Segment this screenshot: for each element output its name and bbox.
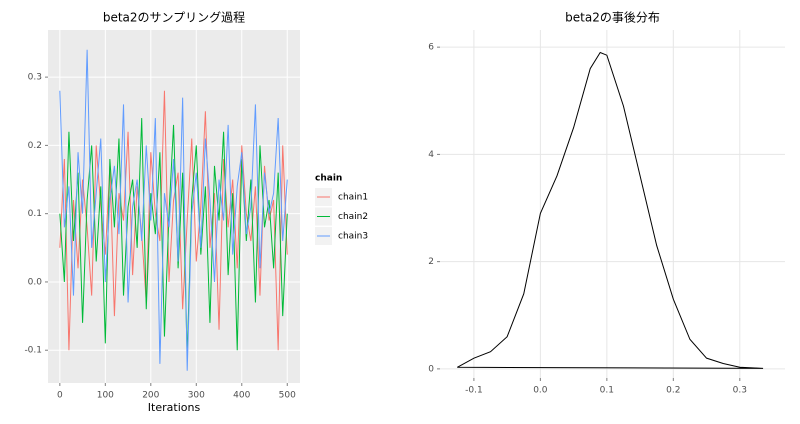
legend-label: chain3 — [338, 232, 368, 242]
x-tick-label: 200 — [142, 391, 159, 401]
trace-line — [59, 90, 288, 351]
y-tick-label: 0.0 — [28, 277, 43, 287]
chart-title: beta2のサンプリング過程 — [103, 10, 245, 25]
x-tick-label: 100 — [97, 391, 114, 401]
x-tick-label: 300 — [188, 391, 205, 401]
chart-title: beta2の事後分布 — [565, 11, 660, 25]
x-tick-label: 400 — [233, 391, 250, 401]
x-tick-label: 0.3 — [733, 386, 747, 396]
x-axis-label: Iterations — [148, 401, 201, 414]
legend-label: chain1 — [338, 193, 368, 203]
y-tick-label: -0.1 — [24, 346, 42, 356]
y-tick-label: 2 — [428, 257, 434, 267]
x-tick-label: 500 — [279, 391, 296, 401]
x-tick-label: -0.1 — [465, 386, 483, 396]
x-tick-label: 0.0 — [533, 386, 548, 396]
y-tick-label: 0.3 — [28, 73, 42, 83]
x-tick-label: 0.2 — [666, 386, 680, 396]
y-tick-label: 0.2 — [28, 141, 42, 151]
y-tick-label: 0 — [428, 364, 434, 374]
trace-line — [59, 49, 288, 371]
plot-background — [440, 30, 785, 378]
x-tick-label: 0 — [57, 391, 63, 401]
density-curve — [457, 51, 764, 369]
y-tick-label: 0.1 — [28, 209, 42, 219]
y-tick-label: 4 — [428, 150, 434, 160]
trace-line — [59, 118, 288, 358]
legend-label: chain2 — [338, 212, 368, 222]
y-tick-label: 6 — [428, 43, 434, 53]
x-tick-label: 0.1 — [600, 386, 614, 396]
legend-title: chain — [315, 174, 342, 184]
